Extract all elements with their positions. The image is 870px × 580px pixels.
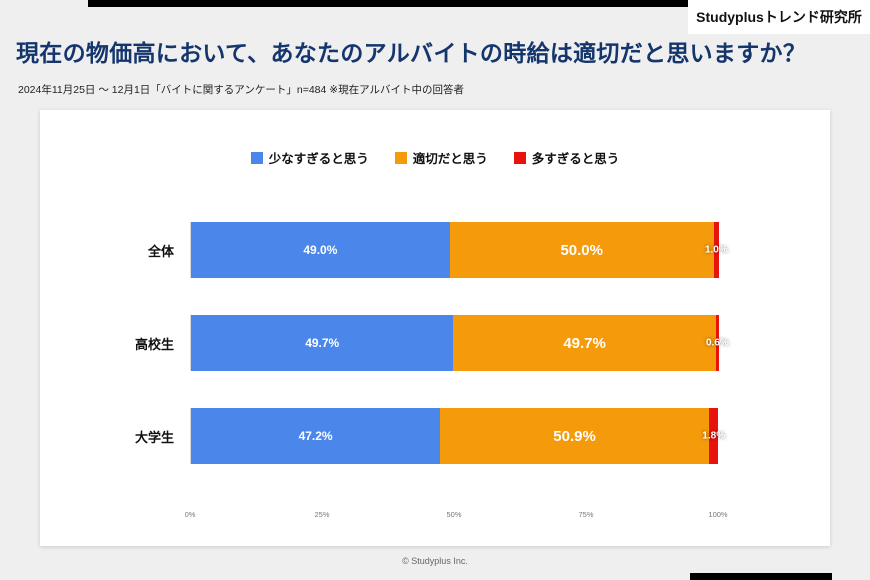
stacked-bar: 49.7% 49.7% 0.6% — [190, 315, 729, 371]
legend: 少なすぎると思う 適切だと思う 多すぎると思う — [40, 148, 830, 167]
legend-item: 多すぎると思う — [513, 148, 620, 167]
legend-swatch-icon — [513, 151, 526, 164]
bar-segment: 47.2% — [191, 408, 441, 464]
legend-item: 適切だと思う — [394, 148, 488, 167]
category-label: 全体 — [147, 243, 174, 259]
bar-segment: 1.0% — [705, 222, 728, 278]
x-tick-label: 50% — [446, 510, 462, 519]
plot-rows: 全体 49.0% 50.0% 1.0% 高校生 49.7% 49.7% 0.6% 大学生 47.2… — [40, 222, 830, 501]
legend-swatch-icon — [394, 151, 407, 164]
bar-segment: 49.0% — [191, 222, 450, 278]
stacked-bar: 49.0% 50.0% 1.0% — [190, 222, 728, 278]
bar-row: 大学生 47.2% 50.9% 1.8% — [40, 408, 830, 464]
stacked-bar: 47.2% 50.9% 1.8% — [190, 408, 725, 464]
x-tick-label: 0% — [184, 510, 196, 519]
legend-swatch-icon — [250, 151, 263, 164]
survey-note: 2024年11月25日 ～ 12月1日「バイトに関するアンケート」n=484 ※… — [18, 84, 464, 96]
category-label: 大学生 — [134, 429, 174, 445]
value-label: 49.7% — [563, 334, 606, 352]
value-label: 0.6% — [705, 337, 729, 349]
value-label: 49.0% — [303, 243, 338, 257]
value-label: 1.8% — [702, 430, 726, 442]
legend-item: 少なすぎると思う — [250, 148, 369, 167]
bar-segment: 50.9% — [440, 408, 709, 464]
bar-segment: 50.0% — [449, 222, 714, 278]
value-label: 1.0% — [704, 244, 728, 256]
bar-row: 全体 49.0% 50.0% 1.0% — [40, 222, 830, 278]
x-tick-label: 75% — [578, 510, 594, 519]
top-accent-bar — [88, 0, 688, 7]
value-label: 47.2% — [298, 429, 333, 443]
page-title: 現在の物価高において、あなたのアルバイトの時給は適切だと思いますか？ — [16, 40, 807, 66]
x-tick-label: 100% — [708, 510, 728, 519]
legend-label: 少なすぎると思う — [268, 152, 369, 166]
x-axis: 0% 25% 50% 75% 100% — [185, 510, 728, 524]
chart-card: 少なすぎると思う 適切だと思う 多すぎると思う 全体 49.0% 50.0% 1.0% 高校… — [40, 110, 830, 546]
bottom-accent-bar — [690, 573, 832, 580]
bar-segment: 1.8% — [702, 408, 725, 464]
copyright-text: © Studyplus Inc. — [402, 556, 468, 566]
value-label: 50.0% — [560, 241, 603, 259]
legend-label: 適切だと思う — [412, 152, 488, 166]
legend-label: 多すぎると思う — [531, 152, 620, 166]
value-label: 49.7% — [305, 336, 340, 350]
x-tick-label: 25% — [314, 510, 330, 519]
bar-segment: 49.7% — [453, 315, 716, 371]
bar-segment: 49.7% — [191, 315, 454, 371]
brand-logo-text: Studyplusトレンド研究所 — [688, 0, 870, 34]
category-label: 高校生 — [134, 336, 174, 352]
bar-segment: 0.6% — [706, 315, 729, 371]
value-label: 50.9% — [553, 427, 596, 445]
bar-row: 高校生 49.7% 49.7% 0.6% — [40, 315, 830, 371]
